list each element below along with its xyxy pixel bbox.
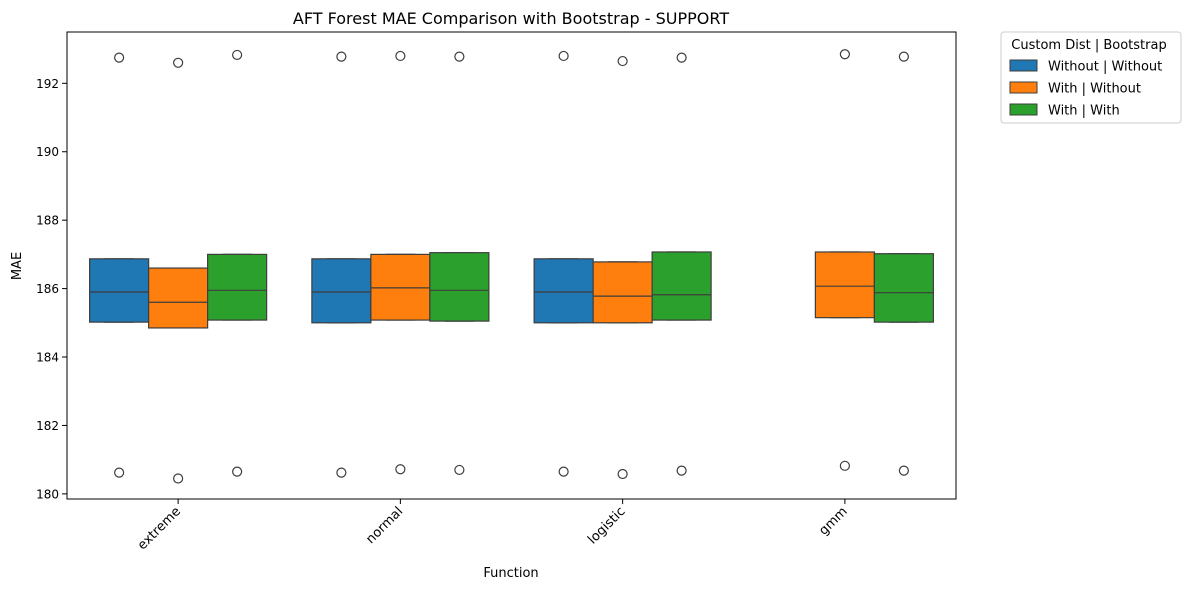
chart-title: AFT Forest MAE Comparison with Bootstrap… (293, 9, 729, 28)
box-logistic-series-1 (533, 50, 594, 477)
box-logistic-series-2 (592, 55, 653, 480)
outlier-point (676, 465, 687, 476)
x-axis-label: Function (483, 566, 538, 581)
y-tick-label: 188 (36, 214, 59, 228)
outlier-point (898, 465, 909, 476)
y-tick-label: 184 (36, 351, 59, 365)
box-gmm-series-3 (873, 51, 934, 476)
y-axis: 180 182 184 186 188 190 192 (36, 77, 67, 501)
legend-title: Custom Dist | Bootstrap (1011, 38, 1166, 53)
plot-frame (66, 31, 957, 500)
legend-frame (1000, 31, 1182, 124)
legend-swatch (1009, 59, 1038, 72)
box-extreme-series-1 (89, 52, 150, 478)
outlier-point (395, 50, 406, 62)
x-tick-label: gmm (816, 504, 850, 538)
outlier-point (454, 464, 465, 476)
outlier-point (839, 49, 850, 60)
legend: Custom Dist | Bootstrap Without | Withou… (1000, 31, 1182, 124)
box-logistic-series-3 (651, 52, 712, 476)
box-body (814, 251, 875, 319)
outlier-point (114, 467, 125, 478)
outlier-point (232, 49, 243, 61)
outlier-point (898, 51, 909, 62)
box-body (148, 267, 209, 329)
box-body (370, 253, 431, 321)
box-body (592, 261, 653, 324)
y-tick-label: 182 (36, 419, 59, 433)
box-body (311, 258, 372, 324)
legend-label: With | With (1048, 104, 1120, 119)
outlier-point (336, 467, 347, 478)
x-axis: extreme normal logistic gmm (135, 499, 851, 553)
outlier-point (617, 55, 628, 67)
outlier-point (395, 464, 406, 475)
y-tick-label: 186 (36, 282, 59, 296)
box-normal-series-1 (311, 51, 372, 478)
outlier-point (173, 473, 184, 484)
box-body (429, 252, 490, 322)
y-tick-label: 190 (36, 145, 59, 159)
box-extreme-series-3 (207, 49, 268, 477)
box-normal-series-3 (429, 51, 490, 476)
box-body (89, 258, 150, 323)
legend-swatch (1009, 81, 1038, 94)
box-body (207, 253, 268, 321)
box-body (533, 258, 594, 324)
outlier-point (558, 466, 569, 477)
y-tick-label: 180 (36, 487, 59, 501)
box-body (873, 253, 934, 323)
outlier-point (839, 460, 850, 471)
outlier-point (454, 51, 465, 62)
box-body (651, 251, 712, 321)
legend-label: With | Without (1048, 82, 1141, 97)
y-axis-label: MAE (10, 252, 25, 280)
y-tick-label: 192 (36, 77, 59, 91)
outlier-point (558, 50, 569, 62)
outlier-point (676, 52, 687, 63)
box-gmm-series-2 (814, 49, 875, 471)
x-tick-label: logistic (585, 504, 628, 547)
outlier-point (114, 52, 125, 63)
legend-label: Without | Without (1048, 60, 1162, 75)
outlier-point (617, 468, 628, 480)
x-tick-label: extreme (135, 504, 184, 553)
box-normal-series-2 (370, 50, 431, 475)
outlier-point (173, 57, 184, 68)
outlier-point (336, 51, 347, 62)
box-extreme-series-2 (148, 57, 209, 484)
x-tick-label: normal (363, 504, 406, 547)
outlier-point (232, 466, 243, 477)
legend-swatch (1009, 103, 1038, 116)
